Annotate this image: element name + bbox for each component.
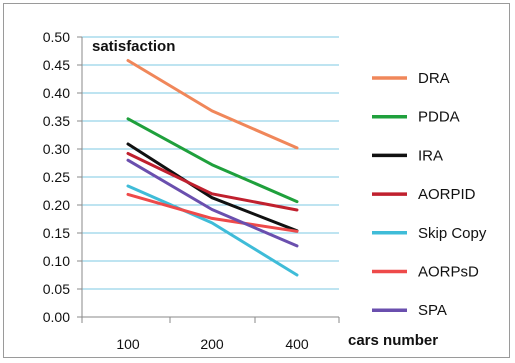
y-tick-label: 0.00 <box>43 309 70 325</box>
y-tick-label: 0.30 <box>43 141 70 157</box>
series-line-dra <box>126 59 299 150</box>
series-line-pdda <box>126 117 299 204</box>
y-tick-label: 0.25 <box>43 169 70 185</box>
legend-label: DRA <box>418 70 450 87</box>
y-tick-labels: 0.00 0.05 0.10 0.15 0.20 0.25 0.30 0.35 0.40 0.45… <box>43 29 70 325</box>
legend-label: Skip Copy <box>418 225 487 242</box>
x-axis-label: cars number <box>348 332 438 349</box>
chart-frame <box>3 3 510 358</box>
legend-label: IRA <box>418 147 443 164</box>
legend-label: AORPID <box>418 186 476 203</box>
y-tick-label: 0.45 <box>43 57 70 73</box>
y-tick-label: 0.50 <box>43 29 70 45</box>
x-tick-label: 200 <box>200 336 224 352</box>
y-tick-label: 0.15 <box>43 225 70 241</box>
series-line-skip-copy <box>126 184 299 277</box>
series-line-aorpsd <box>126 192 299 233</box>
y-tick-label: 0.10 <box>43 253 70 269</box>
y-tick-label: 0.40 <box>43 85 70 101</box>
x-tick-labels: 100 200 400 <box>116 336 309 352</box>
series-lines <box>126 59 299 277</box>
legend: DRA PDDA IRA AORPID Skip Copy AORPsD SPA <box>372 70 487 319</box>
series-line-ira <box>126 142 299 233</box>
x-tick-label: 400 <box>285 336 309 352</box>
x-tick-label: 100 <box>116 336 140 352</box>
legend-label: SPA <box>418 302 447 319</box>
axes <box>77 36 340 323</box>
legend-label: PDDA <box>418 109 460 126</box>
legend-label: AORPsD <box>418 264 479 281</box>
series-line-spa <box>126 158 299 248</box>
y-tick-label: 0.05 <box>43 281 70 297</box>
series-line-aorpid <box>126 152 299 212</box>
chart-annotation: satisfaction <box>92 38 175 55</box>
y-tick-label: 0.35 <box>43 113 70 129</box>
y-tick-label: 0.20 <box>43 197 70 213</box>
